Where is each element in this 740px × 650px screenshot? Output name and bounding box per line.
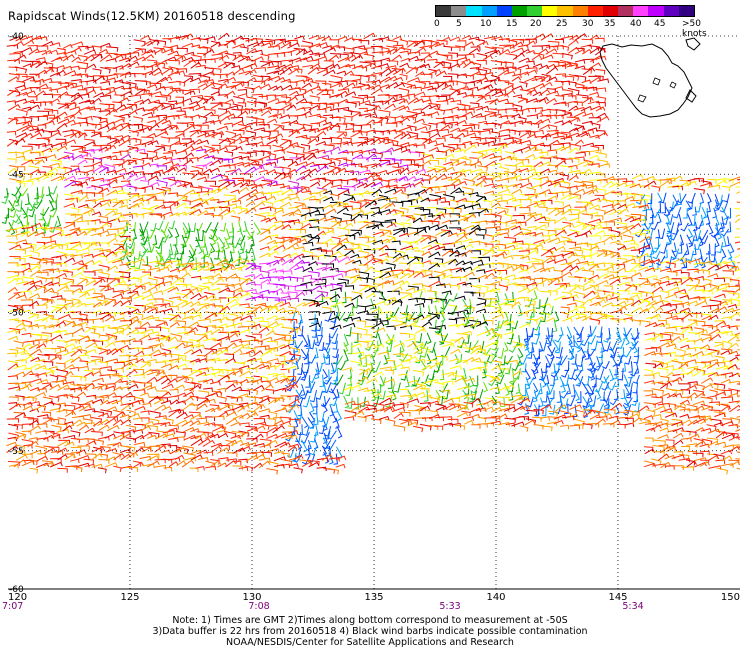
map-title: Rapidscat Winds(12.5KM) 20160518 descend…	[8, 9, 296, 23]
legend-label: 5	[456, 19, 462, 29]
note-line-2: 3)Data buffer is 22 hrs from 20160518 4)…	[152, 626, 588, 637]
legend-label: 40	[630, 19, 642, 29]
lat-tick-label: -40	[9, 32, 24, 42]
legend-swatch	[436, 6, 452, 16]
legend-label: 25	[556, 19, 568, 29]
lon-tick-label: 125	[120, 592, 139, 603]
lon-tick-label: 120	[8, 592, 27, 603]
note-line-3: NOAA/NESDIS/Center for Satellite Applica…	[226, 637, 514, 648]
longitude-tick-labels: 120 125 130 135 140 145 150	[8, 592, 740, 603]
note-line-1: Note: 1) Times are GMT 2)Times along bot…	[172, 615, 568, 626]
legend-label: >50 knots	[682, 19, 707, 39]
legend-swatch	[542, 6, 558, 16]
legend-swatch	[663, 6, 679, 16]
time-labels: 7:07 7:08 5:33 5:34	[2, 601, 644, 612]
legend-label: 45	[654, 19, 666, 29]
lat-tick-label: -45	[9, 170, 24, 180]
legend-swatch	[451, 6, 467, 16]
legend-color-bar	[435, 5, 695, 17]
legend-label: 10	[480, 19, 492, 29]
legend-swatch	[648, 6, 664, 16]
legend-swatch	[572, 6, 588, 16]
lon-tick-label: 145	[608, 592, 627, 603]
lon-tick-label: 150	[721, 592, 740, 603]
legend-swatch	[466, 6, 482, 16]
legend-swatch	[633, 6, 649, 16]
lat-lon-grid	[8, 35, 740, 589]
legend-label: 35	[604, 19, 616, 29]
legend-label: 0	[434, 19, 440, 29]
legend-swatch	[527, 6, 543, 16]
time-label: 5:34	[622, 601, 643, 612]
time-label: 7:07	[2, 601, 23, 612]
legend-label: 30	[582, 19, 594, 29]
legend-swatch	[557, 6, 573, 16]
legend-swatch	[587, 6, 603, 16]
legend-labels: 0 5 10 15 20 25 30 35 40 45 >50 knots	[434, 17, 707, 39]
lon-tick-label: 135	[364, 592, 383, 603]
lat-tick-label: -60	[9, 585, 24, 595]
lon-tick-label: 140	[486, 592, 505, 603]
legend-swatch	[496, 6, 512, 16]
time-label: 5:33	[439, 601, 460, 612]
legend-label: 15	[506, 19, 518, 29]
latitude-tick-labels: -40 -45 -50 -55 -60	[9, 32, 24, 595]
legend-swatch	[481, 6, 497, 16]
legend-swatch	[678, 6, 694, 16]
lon-tick-label: 130	[242, 592, 261, 603]
tasmania-coastline	[599, 37, 701, 118]
legend-swatch	[511, 6, 528, 16]
lat-tick-label: -55	[9, 447, 24, 457]
lat-tick-label: -50	[9, 309, 24, 319]
legend-label: 20	[530, 19, 542, 29]
time-label: 7:08	[248, 601, 269, 612]
legend: 0 5 10 15 20 25 30 35 40 45 >50 knots	[434, 5, 707, 39]
legend-swatch	[602, 6, 619, 16]
legend-swatch	[618, 6, 634, 16]
